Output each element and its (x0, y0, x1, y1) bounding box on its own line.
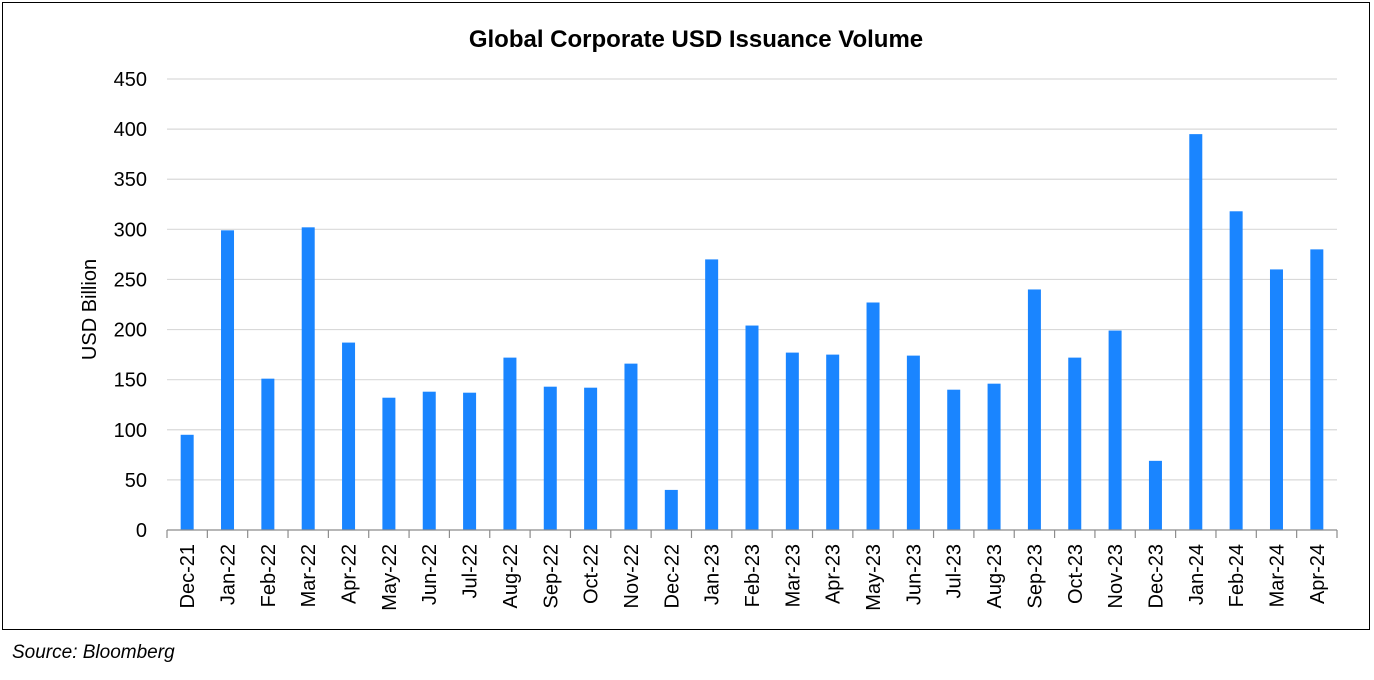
bar (785, 352, 799, 530)
gridlines (167, 78, 1337, 481)
x-tick-label: Apr-22 (339, 544, 361, 604)
bars (180, 134, 1324, 530)
x-tick-label: Nov-23 (1105, 544, 1127, 608)
bar (584, 387, 598, 530)
y-tick-label: 350 (114, 169, 147, 191)
x-tick-label: Apr-24 (1307, 544, 1329, 604)
x-tick-label: Feb-23 (742, 544, 764, 607)
bar (947, 389, 961, 530)
bar (1108, 330, 1122, 530)
x-tick-label: May-22 (379, 544, 401, 611)
x-tick-label: Jan-24 (1186, 544, 1208, 605)
y-axis-ticks: 0 50 100 150 200 250 300 350 400 450 (114, 69, 147, 542)
bar (705, 259, 719, 530)
x-tick-label: Mar-24 (1266, 544, 1288, 607)
x-tick-label: Oct-23 (1065, 544, 1087, 604)
y-tick-label: 450 (114, 69, 147, 91)
x-tick-label: Aug-22 (500, 544, 522, 609)
chart-title: Global Corporate USD Issuance Volume (469, 26, 923, 53)
y-tick-label: 100 (114, 420, 147, 442)
bar (1229, 211, 1243, 530)
x-tick-label: Dec-21 (177, 544, 199, 608)
y-axis-label: USD Billion (79, 259, 101, 360)
y-tick-label: 250 (114, 269, 147, 291)
x-tick-label: Jun-22 (419, 544, 441, 605)
y-tick-label: 300 (114, 219, 147, 241)
x-tick-label: Mar-22 (298, 544, 320, 607)
bar (503, 357, 517, 530)
bar (826, 354, 840, 530)
x-tick-label: Dec-23 (1145, 544, 1167, 608)
bar (624, 363, 638, 530)
x-tick-label: Jun-23 (903, 544, 925, 605)
bar (301, 227, 315, 530)
bar (221, 230, 235, 530)
bar (1068, 357, 1082, 530)
x-tick-label: Feb-24 (1226, 544, 1248, 607)
x-tick-label: Dec-22 (661, 544, 683, 608)
bar (543, 386, 557, 530)
source-note: Source: Bloomberg (12, 642, 175, 663)
x-tick-label: Feb-22 (258, 544, 280, 607)
bar (1027, 289, 1041, 530)
bar (745, 325, 759, 530)
bar (1189, 134, 1203, 530)
y-tick-label: 400 (114, 119, 147, 141)
y-tick-label: 50 (125, 470, 147, 492)
x-tick-label: Nov-22 (621, 544, 643, 608)
bar (342, 342, 356, 530)
y-tick-label: 0 (136, 520, 147, 542)
bar (180, 434, 194, 530)
x-axis-ticks: Dec-21 Jan-22 Feb-22 Mar-22 Apr-22 May-22 Jun-… (166, 530, 1338, 611)
x-tick-label: Oct-22 (581, 544, 603, 604)
x-tick-label: Sep-22 (540, 544, 562, 609)
bar (1310, 249, 1324, 530)
x-tick-label: Apr-23 (823, 544, 845, 604)
bar (664, 489, 678, 530)
bar (382, 397, 396, 530)
x-tick-label: Jan-22 (218, 544, 240, 605)
y-tick-label: 200 (114, 320, 147, 342)
bar (866, 302, 880, 530)
bar (987, 383, 1001, 530)
x-tick-label: Sep-23 (1024, 544, 1046, 609)
x-tick-label: Jul-23 (944, 544, 966, 598)
chart-frame: Global Corporate USD Issuance Volume 0 50… (2, 2, 1370, 630)
bar (906, 355, 920, 530)
bar (422, 391, 436, 530)
bar (1148, 460, 1162, 530)
x-tick-label: May-23 (863, 544, 885, 611)
bar-chart: Global Corporate USD Issuance Volume 0 50… (79, 26, 1338, 611)
bar (261, 378, 275, 530)
y-tick-label: 150 (114, 370, 147, 392)
x-tick-label: Jul-22 (460, 544, 482, 598)
x-tick-label: Mar-23 (782, 544, 804, 607)
x-tick-label: Jan-23 (702, 544, 724, 605)
bar (1269, 269, 1283, 530)
bar (463, 392, 477, 530)
x-tick-label: Aug-23 (984, 544, 1006, 609)
